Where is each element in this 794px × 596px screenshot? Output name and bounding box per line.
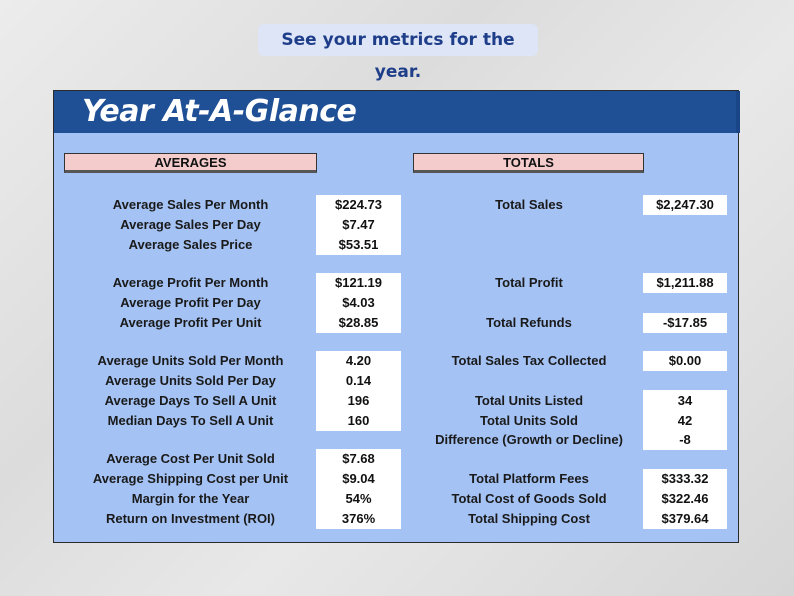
total-value: 34 — [677, 393, 693, 408]
avg-value: $28.85 — [338, 315, 379, 330]
avg-label: Average Sales Price — [128, 237, 253, 252]
avg-value: 376% — [341, 511, 376, 526]
averages-cost-box — [316, 449, 401, 529]
total-label: Total Refunds — [486, 315, 572, 330]
averages-units-box — [316, 351, 401, 431]
total-value: 42 — [677, 413, 693, 428]
total-label: Total Profit — [495, 275, 563, 290]
avg-label: Margin for the Year — [131, 491, 250, 506]
total-label: Total Units Listed — [474, 393, 584, 408]
banner-edge — [736, 91, 740, 133]
avg-value: 0.14 — [345, 373, 372, 388]
total-label: Total Platform Fees — [469, 471, 589, 486]
total-label: Difference (Growth or Decline) — [435, 432, 623, 447]
avg-label: Average Profit Per Unit — [119, 315, 262, 330]
year-at-a-glance-sheet: Year At-A-Glance AVERAGES TOTALS Average… — [53, 90, 740, 543]
avg-label: Average Cost Per Unit Sold — [106, 451, 275, 466]
avg-label: Average Days To Sell A Unit — [104, 393, 277, 408]
averages-header: AVERAGES — [64, 153, 317, 173]
avg-value: $7.47 — [342, 217, 375, 232]
avg-value: $53.51 — [338, 237, 379, 252]
totals-refunds-box — [643, 313, 727, 333]
total-value: $333.32 — [661, 471, 709, 486]
averages-sales-box — [316, 195, 401, 255]
avg-value: 160 — [347, 413, 370, 428]
avg-label: Median Days To Sell A Unit — [107, 413, 274, 428]
avg-value: $7.68 — [342, 451, 375, 466]
avg-value: 54% — [345, 491, 372, 506]
avg-value: $121.19 — [335, 275, 382, 290]
total-label: Total Sales — [495, 197, 563, 212]
total-label: Total Units Sold — [480, 413, 578, 428]
title-banner: Year At-A-Glance — [54, 91, 740, 133]
avg-label: Average Sales Per Month — [112, 197, 269, 212]
total-value: $2,247.30 — [656, 197, 714, 212]
avg-label: Average Sales Per Day — [120, 217, 261, 232]
totals-cost-box — [643, 469, 727, 529]
total-value: $0.00 — [668, 353, 702, 368]
avg-label: Average Shipping Cost per Unit — [92, 471, 289, 486]
avg-value: $9.04 — [342, 471, 375, 486]
total-label: Total Cost of Goods Sold — [451, 491, 607, 506]
totals-tax-box — [643, 351, 727, 371]
averages-profit-box — [316, 273, 401, 333]
totals-units-box — [643, 390, 727, 450]
total-value: -8 — [679, 432, 691, 447]
avg-value: 4.20 — [345, 353, 372, 368]
avg-label: Average Units Sold Per Month — [97, 353, 284, 368]
sheet-title: Year At-A-Glance — [82, 94, 357, 129]
caption-banner: See your metrics for the year. — [258, 24, 538, 82]
totals-profit-box — [643, 273, 727, 293]
totals-sales-box — [643, 195, 727, 215]
avg-value: $4.03 — [342, 295, 375, 310]
total-value: $379.64 — [661, 511, 709, 526]
total-value: $1,211.88 — [656, 275, 714, 290]
avg-value: $224.73 — [335, 197, 382, 212]
totals-header: TOTALS — [413, 153, 644, 173]
total-value: -$17.85 — [662, 315, 708, 330]
total-label: Total Shipping Cost — [468, 511, 590, 526]
avg-value: 196 — [347, 393, 370, 408]
total-label: Total Sales Tax Collected — [451, 353, 607, 368]
total-value: $322.46 — [661, 491, 709, 506]
avg-label: Average Profit Per Month — [112, 275, 269, 290]
avg-label: Return on Investment (ROI) — [105, 511, 275, 526]
avg-label: Average Units Sold Per Day — [105, 373, 276, 388]
avg-label: Average Profit Per Day — [120, 295, 261, 310]
